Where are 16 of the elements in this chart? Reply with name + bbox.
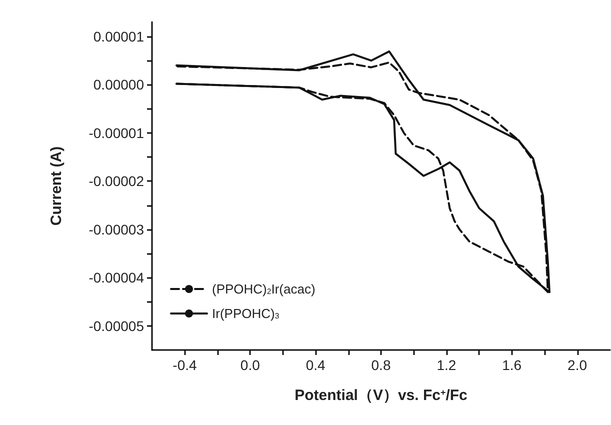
y-tick-label: -0.00003	[88, 221, 144, 238]
x-tick-label: 0.8	[371, 357, 391, 373]
y-tick-label: 0.00000	[93, 76, 144, 93]
x-tick-label: 1.6	[502, 357, 522, 373]
x-tick-label: 1.2	[436, 357, 456, 373]
x-tick-label: 0.4	[306, 357, 326, 373]
x-tick-label: 0.0	[240, 357, 260, 373]
y-tick-label: -0.00001	[88, 124, 144, 141]
y-tick-label: 0.00001	[93, 28, 144, 44]
y-axis-title: Current (A)	[48, 146, 65, 226]
y-tick-label: -0.00002	[88, 173, 144, 190]
x-tick-label: 2.0	[568, 357, 588, 373]
x-axis-title: Potential（V）vs. Fc+/Fc	[294, 387, 468, 404]
y-tick-label: -0.00004	[88, 270, 144, 286]
y-tick-label: -0.00005	[88, 318, 144, 334]
x-tick-label: -0.4	[172, 357, 197, 373]
